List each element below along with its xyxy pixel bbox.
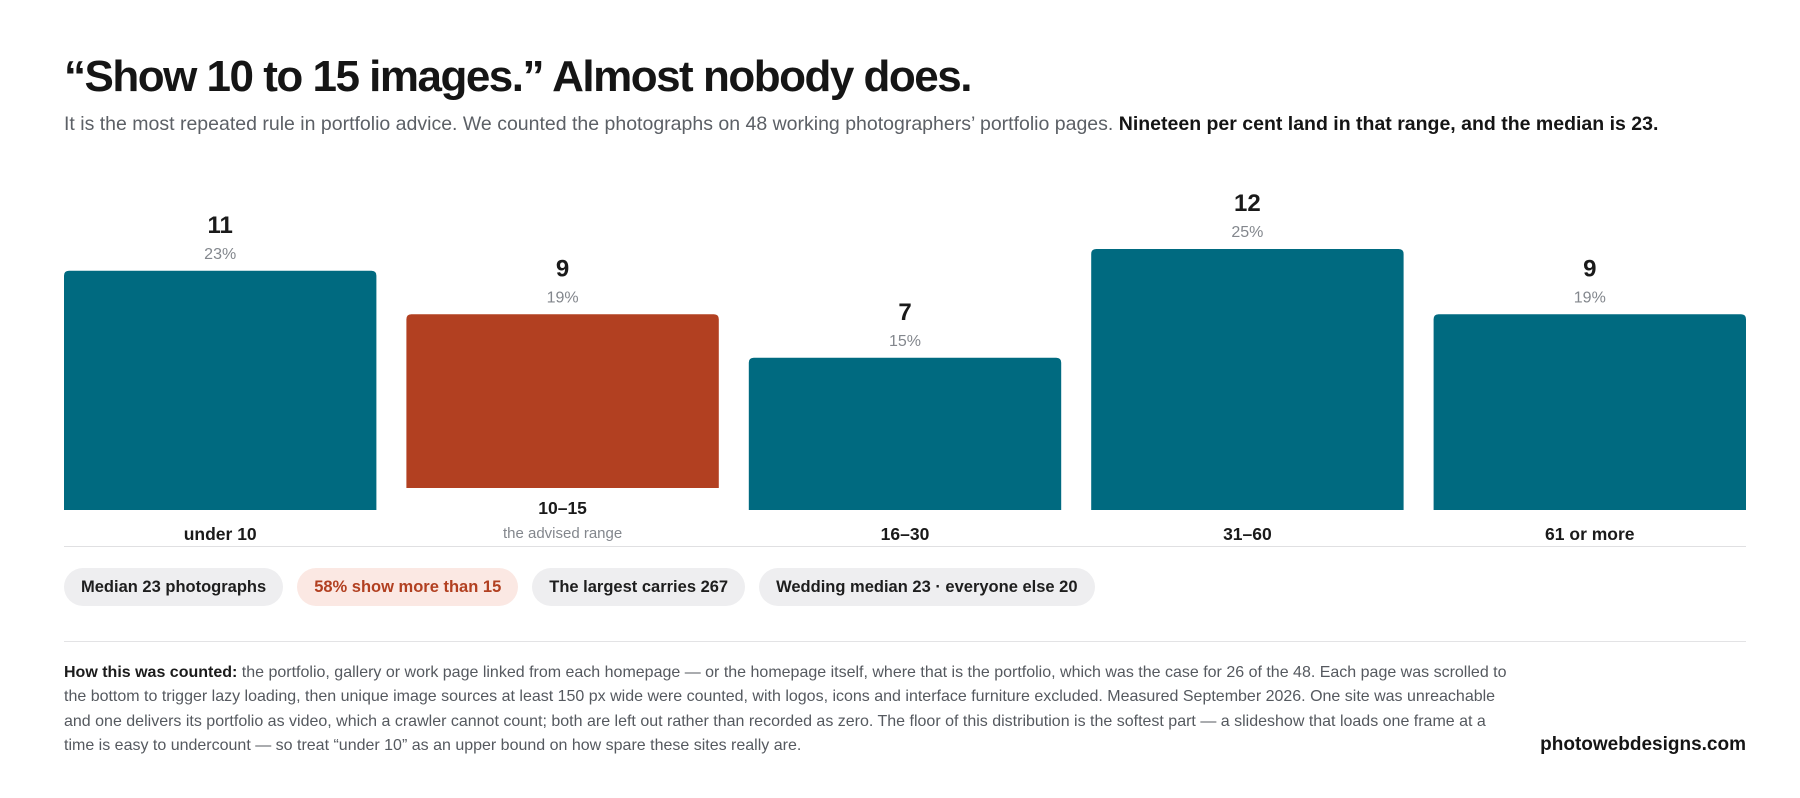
- chip-more-than-15: 58% show more than 15: [297, 568, 519, 606]
- percent-label-4: 25%: [1231, 224, 1263, 241]
- method-note-lead: How this was counted:: [64, 664, 238, 681]
- bar-chart: 11 23% under 10 9 19% 10–15 the advised range 7…: [64, 190, 1746, 547]
- brand-name: photowebdesigns.com: [1540, 734, 1746, 755]
- percent-label-3: 15%: [889, 333, 921, 350]
- percent-label-2: 19%: [547, 289, 579, 306]
- subtitle-lead: It is the most repeated rule in portfoli…: [64, 113, 1114, 135]
- method-note-body: the portfolio, gallery or work page link…: [64, 664, 1507, 754]
- category-note-2: the advised range: [503, 525, 622, 542]
- chip-median: Median 23 photographs: [64, 568, 284, 606]
- category-label-5: 61 or more: [1545, 524, 1635, 544]
- bar-4: [1091, 249, 1404, 510]
- category-label-3: 16–30: [881, 524, 930, 544]
- bar-2: [406, 314, 719, 488]
- value-label-5: 9: [1583, 255, 1596, 282]
- value-label-3: 7: [898, 299, 911, 326]
- page-subtitle: It is the most repeated rule in portfoli…: [64, 113, 1764, 136]
- bar-1: [64, 270, 377, 510]
- percent-label-5: 19%: [1574, 289, 1606, 306]
- bar-5: [1433, 314, 1746, 510]
- chip-largest: The largest carries 267: [532, 568, 746, 606]
- subtitle-emphasis: Nineteen per cent land in that range, an…: [1118, 113, 1659, 135]
- category-label-4: 31–60: [1223, 524, 1272, 544]
- value-label-1: 11: [208, 212, 233, 239]
- method-note: How this was counted: the portfolio, gal…: [64, 661, 1514, 758]
- page-title: “Show 10 to 15 images.” Almost nobody do…: [64, 52, 972, 101]
- value-label-2: 9: [556, 255, 569, 282]
- chip-wedding-median: Wedding median 23 · everyone else 20: [759, 568, 1095, 606]
- bar-3: [748, 357, 1062, 510]
- value-label-4: 12: [1234, 190, 1261, 217]
- category-label-1: under 10: [184, 524, 257, 544]
- footnote-divider: [64, 641, 1746, 642]
- category-label-2: 10–15: [538, 498, 587, 518]
- percent-label-1: 23%: [204, 246, 236, 263]
- stat-chips: Median 23 photographs 58% show more than…: [64, 568, 1095, 606]
